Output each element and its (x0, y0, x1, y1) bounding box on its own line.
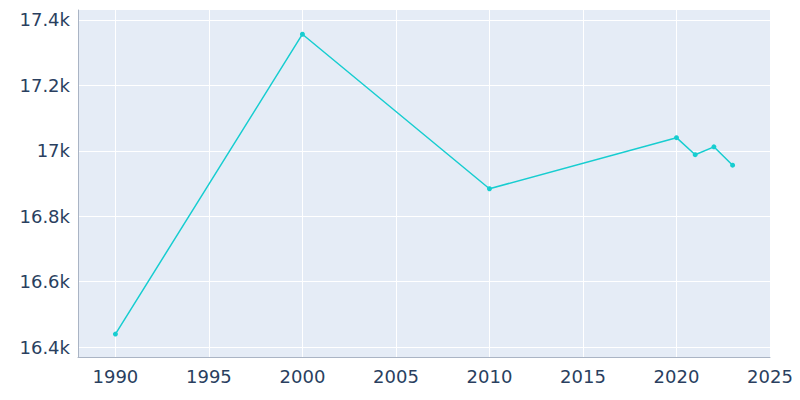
svg-text:16.6k: 16.6k (19, 271, 70, 292)
svg-text:2010: 2010 (467, 366, 513, 387)
svg-text:2025: 2025 (747, 366, 793, 387)
svg-text:1990: 1990 (92, 366, 138, 387)
svg-text:2015: 2015 (560, 366, 606, 387)
svg-text:2005: 2005 (373, 366, 419, 387)
svg-text:2020: 2020 (654, 366, 700, 387)
svg-text:17k: 17k (37, 140, 71, 161)
svg-text:16.4k: 16.4k (19, 337, 70, 358)
svg-text:17.2k: 17.2k (19, 75, 70, 96)
svg-text:2000: 2000 (280, 366, 326, 387)
svg-text:16.8k: 16.8k (19, 206, 70, 227)
svg-text:1995: 1995 (186, 366, 232, 387)
svg-text:17.4k: 17.4k (19, 9, 70, 30)
